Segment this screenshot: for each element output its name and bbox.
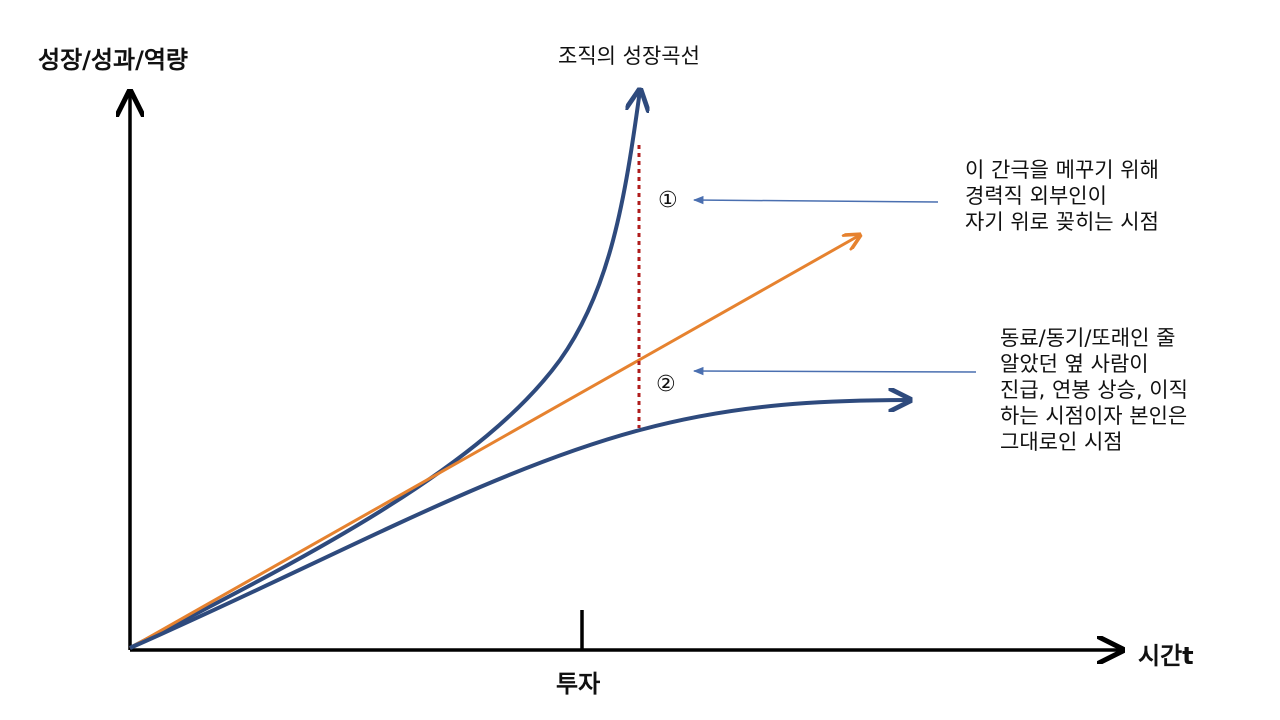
investment-tick-label: 투자 [556,670,601,698]
annotation-first-line: 경력직 외부인이 [965,184,1107,208]
individual-growth-curve [129,400,910,650]
x-axis-label: 시간t [1138,642,1194,670]
annotation-second-line: 동료/동기/또래인 줄 [1000,326,1176,350]
marker-first: ① [658,188,678,213]
pointer-arrow-first [692,195,939,205]
annotation-second-line: 진급, 연봉 상승, 이직 [1000,378,1188,402]
y-axis-label: 성장/성과/역량 [38,46,189,74]
annotation-second-line: 알았던 옆 사람이 [1000,352,1149,376]
annotation-first-line: 자기 위로 꽂히는 시점 [965,210,1159,234]
marker-second: ② [656,372,676,397]
annotation-second: 동료/동기/또래인 줄 알았던 옆 사람이 진급, 연봉 상승, 이직 하는 시… [1000,325,1188,455]
annotation-first: 이 간극을 메꾸기 위해 경력직 외부인이 자기 위로 꽂히는 시점 [965,157,1159,235]
annotation-first-line: 이 간극을 메꾸기 위해 [965,158,1159,182]
annotation-second-line: 그대로인 시점 [1000,430,1123,454]
pointer-arrow-second [692,366,977,376]
organization-growth-curve [129,90,640,650]
organization-curve-label: 조직의 성장곡선 [558,44,700,68]
annotation-second-line: 하는 시점이자 본인은 [1000,404,1188,428]
linear-growth-line [129,235,860,650]
